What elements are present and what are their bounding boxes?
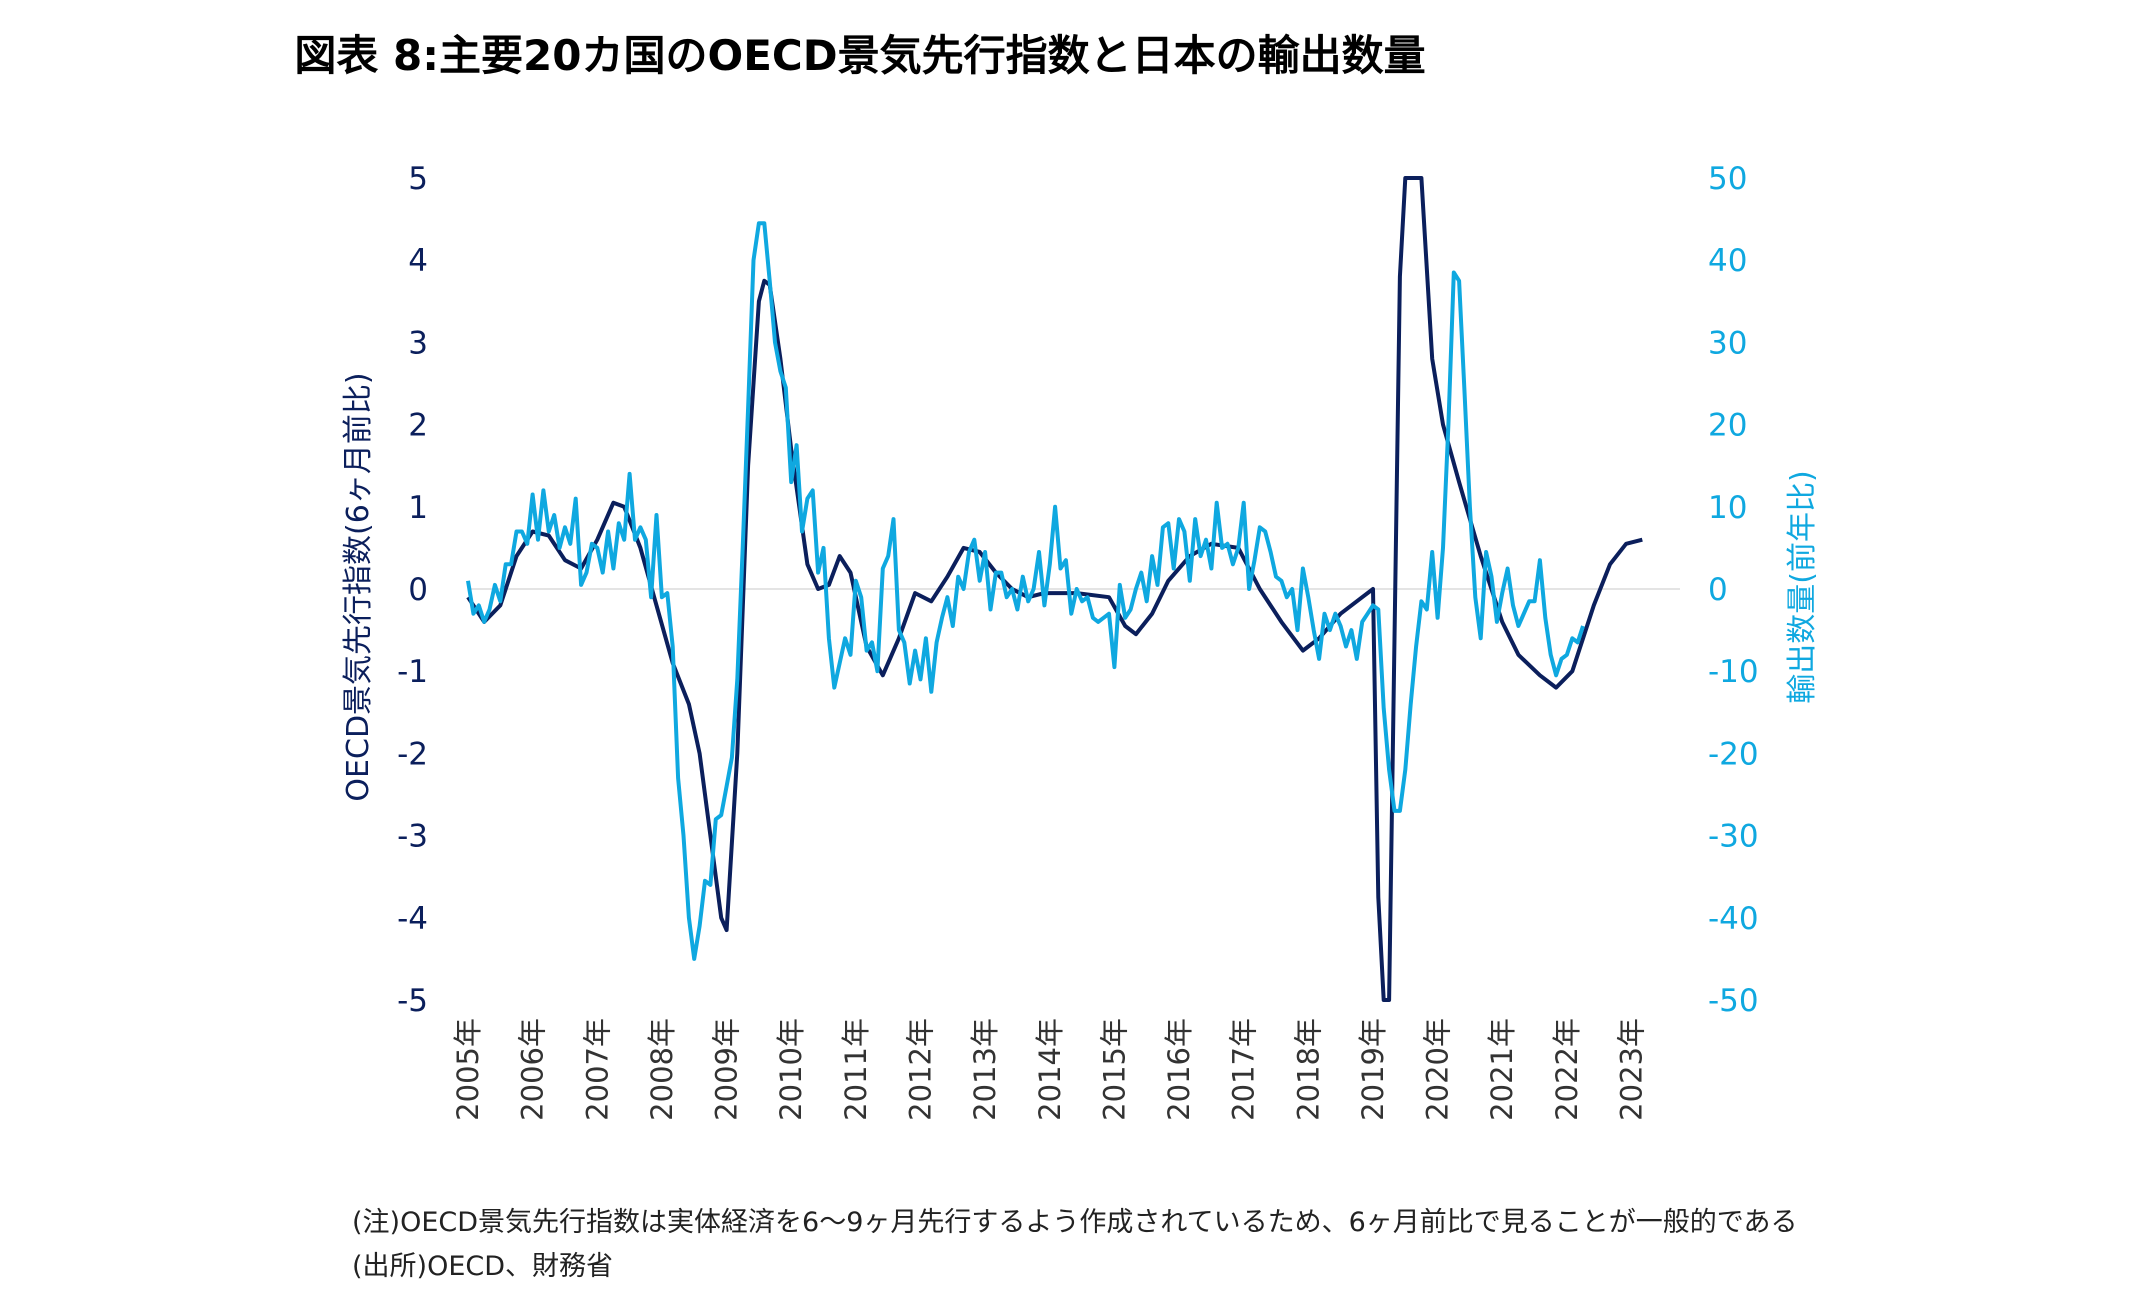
series-line-exports: [466, 221, 1585, 961]
source-note: (出所)OECD、財務省: [352, 1251, 614, 1282]
x-tick-label: 2010年: [774, 1018, 808, 1121]
y-axis-right-label: 輸出数量(前年比): [1785, 470, 1820, 703]
x-tick-label: 2020年: [1421, 1018, 1455, 1121]
y-right-tick-label: 20: [1708, 408, 1747, 444]
x-axis-ticks: 2005年 2006年 2007年 2008年 2009年 2010年 2011年 2012年…: [451, 1018, 1649, 1121]
y-left-tick-label: -4: [397, 901, 428, 937]
y-right-tick-label: -50: [1708, 983, 1759, 1019]
y-left-tick-label: 2: [408, 408, 428, 444]
x-tick-label: 2006年: [516, 1018, 550, 1121]
y-left-tick-label: 4: [408, 243, 428, 279]
y-left-tick-label: -1: [397, 654, 428, 690]
y-left-tick-label: 3: [408, 325, 428, 361]
x-tick-label: 2022年: [1550, 1018, 1584, 1121]
y-axis-left-label: OECD景気先行指数(6ヶ月前比): [341, 372, 376, 801]
x-tick-label: 2007年: [580, 1018, 614, 1121]
x-tick-label: 2008年: [645, 1018, 679, 1121]
right-axis-ticks: 50 40 30 20 10 0 -10 -20 -30 -40 -50: [1708, 161, 1759, 1019]
y-left-tick-label: 1: [408, 490, 428, 526]
y-left-tick-label: -2: [397, 736, 428, 772]
y-left-tick-label: -3: [397, 819, 428, 855]
y-right-tick-label: -10: [1708, 654, 1759, 690]
x-tick-label: 2011年: [839, 1018, 873, 1121]
y-right-tick-label: 30: [1708, 325, 1747, 361]
y-right-tick-label: -30: [1708, 819, 1759, 855]
chart-title: 図表 8:主要20カ国のOECD景気先行指数と日本の輸出数量: [294, 31, 1426, 80]
x-tick-label: 2016年: [1162, 1018, 1196, 1121]
x-tick-label: 2013年: [968, 1018, 1002, 1121]
x-tick-label: 2009年: [710, 1018, 744, 1121]
x-tick-label: 2018年: [1291, 1018, 1325, 1121]
y-right-tick-label: 10: [1708, 490, 1747, 526]
x-tick-label: 2015年: [1097, 1018, 1131, 1121]
y-right-tick-label: -40: [1708, 901, 1759, 937]
y-right-tick-label: 50: [1708, 161, 1747, 197]
left-axis-ticks: 5 4 3 2 1 0 -1 -2 -3 -4 -5: [397, 161, 428, 1019]
x-tick-label: 2021年: [1485, 1018, 1519, 1121]
x-tick-label: 2012年: [903, 1018, 937, 1121]
x-tick-label: 2017年: [1227, 1018, 1261, 1121]
x-tick-label: 2019年: [1356, 1018, 1390, 1121]
y-right-tick-label: -20: [1708, 736, 1759, 772]
footnote: (注)OECD景気先行指数は実体経済を6～9ヶ月先行するよう作成されているため、…: [352, 1207, 1798, 1238]
x-tick-label: 2005年: [451, 1018, 485, 1121]
y-right-tick-label: 0: [1708, 572, 1728, 608]
x-tick-label: 2023年: [1615, 1018, 1649, 1121]
x-tick-label: 2014年: [1033, 1018, 1067, 1121]
y-left-tick-label: 5: [408, 161, 428, 197]
y-right-tick-label: 40: [1708, 243, 1747, 279]
y-left-tick-label: -5: [397, 983, 428, 1019]
y-left-tick-label: 0: [408, 572, 428, 608]
